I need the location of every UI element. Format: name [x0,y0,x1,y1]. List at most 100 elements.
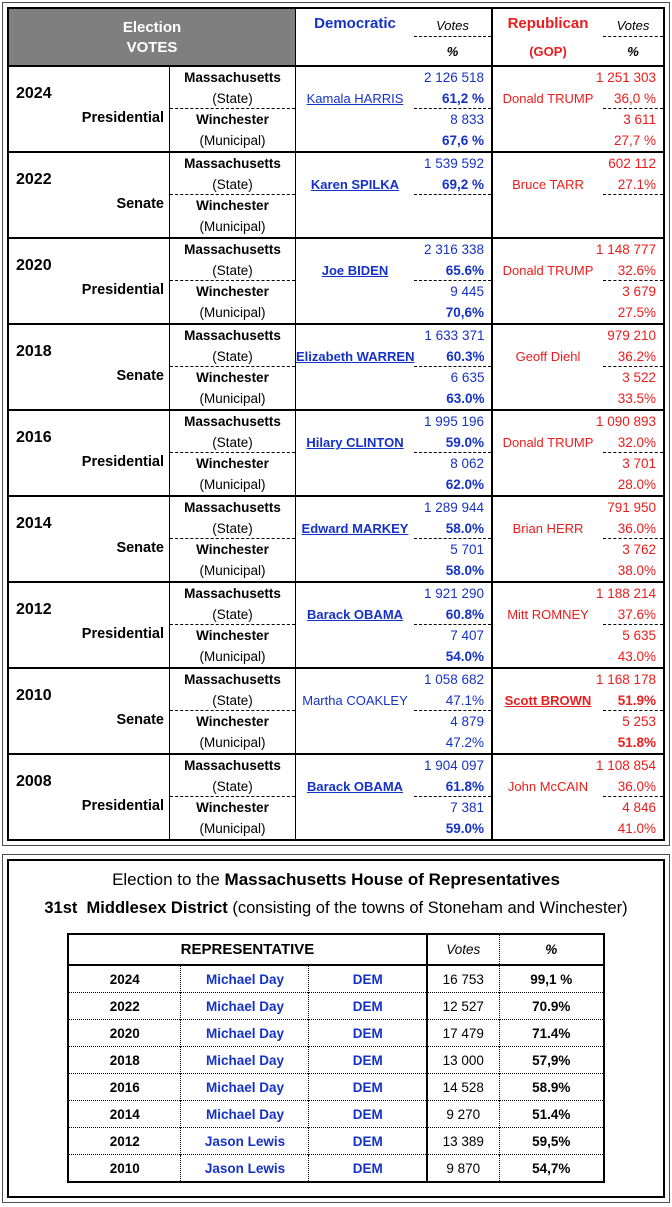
candidate-link[interactable]: Barack OBAMA [306,607,404,622]
house-title-bold: Massachusetts House of Representatives [224,870,560,889]
place-cell: Massachusetts (State) Winchester (Munici… [170,497,296,581]
dem-candidate: Kamala HARRIS [296,88,414,109]
dem-state-pct: 61,2 % [414,88,491,109]
rep-state-votes: 791 950 [607,500,656,515]
election-type-label: Senate [116,196,164,212]
representative-name: Michael Day [180,1100,309,1128]
candidate-name: Donald TRUMP [502,91,594,106]
candidate-link[interactable]: Edward MARKEY [301,521,409,536]
year-block-2010: 2010 Senate Massachusetts (State) Winche… [9,667,663,753]
table-row: 2020 Michael Day DEM 17 479 71.4% [67,1019,605,1047]
gop-label: (GOP) [529,43,567,59]
dem-state-votes: 1 995 196 [423,414,484,429]
democratic-cell: Elizabeth WARREN 1 633 371 60.3% 6 635 6… [296,325,493,409]
representative-header-row: REPRESENTATIVE Votes % [67,934,605,966]
dem-muni-votes: 4 879 [450,714,484,729]
pct-value: 70.9% [498,992,605,1020]
party-label: DEM [308,1019,428,1047]
year-label: 2018 [16,343,52,360]
candidate-link[interactable]: Elizabeth WARREN [296,349,415,364]
year-label: 2010 [16,687,52,704]
table-row: 2014 Michael Day DEM 9 270 51.4% [67,1100,605,1128]
year-label: 2014 [16,515,52,532]
dem-muni-votes: 9 445 [450,284,484,299]
dem-pct-column-header: % [446,43,459,59]
representative-header: REPRESENTATIVE [67,934,428,966]
rep-muni-pct: 28.0% [617,477,656,492]
rep-muni-votes: 4 846 [622,800,656,815]
dem-muni-pct: 67,6 % [441,133,484,148]
pct-value: 59,5% [498,1127,605,1155]
election-type-label: Presidential [81,282,164,298]
rep-candidate: Geoff Diehl [493,346,603,367]
dem-state-pct: 60.3% [414,346,492,367]
votes-value: 14 528 [426,1073,500,1101]
rep-candidate: Brian HERR [493,518,603,539]
dem-muni-pct: 62.0% [445,477,484,492]
democratic-cell: Hilary CLINTON 1 995 196 59.0% 8 062 62.… [296,411,493,495]
rep-pct-column-header: % [627,43,639,59]
rep-state-pct: 36.2% [603,346,663,367]
dem-state-votes: 2 126 518 [423,70,484,85]
representative-name: Michael Day [180,992,309,1020]
election-cell: 2010 Senate [9,669,170,753]
dem-muni-pct: 54.0% [445,649,484,664]
place-cell: Massachusetts (State) Winchester (Munici… [170,239,296,323]
place-cell: Massachusetts (State) Winchester (Munici… [170,411,296,495]
democratic-cell: Karen SPILKA 1 539 592 69,2 % [296,153,493,237]
election-votes-header-cell: Election VOTES [9,9,296,65]
election-cell: 2016 Presidential [9,411,170,495]
district-description: (consisting of the towns of Stoneham and… [227,899,628,917]
dem-state-votes: 1 921 290 [423,586,484,601]
candidate-link[interactable]: Hilary CLINTON [306,435,404,450]
candidate-link[interactable]: Joe BIDEN [321,263,389,278]
table-row: 2010 Jason Lewis DEM 9 870 54,7% [67,1154,605,1182]
republican-cell: Scott BROWN 1 168 178 51.9% 5 253 51.8% [493,669,663,753]
state-sublabel: (State) [170,88,295,109]
pct-value: 99,1 % [498,965,605,993]
table-row: 2016 Michael Day DEM 14 528 58.9% [67,1073,605,1101]
votes-value: 17 479 [426,1019,500,1047]
district-label: 31st Middlesex District [44,899,228,917]
year-block-2022: 2022 Senate Massachusetts (State) Winche… [9,151,663,237]
candidate-link[interactable]: Karen SPILKA [310,177,400,192]
place-cell: Massachusetts (State) Winchester (Munici… [170,153,296,237]
year-block-2008: 2008 Presidential Massachusetts (State) … [9,753,663,839]
row-year: 2022 [67,992,181,1020]
dem-state-pct: 60.8% [414,604,491,625]
republican-cell: Donald TRUMP 1 148 777 32.6% 3 679 27.5% [493,239,663,323]
election-type-label: Presidential [81,626,164,642]
dem-candidate: Karen SPILKA [296,174,414,195]
dem-candidate: Hilary CLINTON [296,432,414,453]
rep-state-pct: 32.6% [603,260,663,281]
election-cell: 2008 Presidential [9,755,170,839]
place-cell: Massachusetts (State) Winchester (Munici… [170,669,296,753]
house-title: Election to the Massachusetts House of R… [9,870,663,890]
candidate-name: Mitt ROMNEY [507,607,589,622]
party-label: DEM [308,1127,428,1155]
candidate-link[interactable]: Barack OBAMA [306,779,404,794]
dem-muni-votes: 5 701 [450,542,484,557]
dem-state-pct: 61.8% [414,776,491,797]
dem-state-votes: 1 633 371 [424,328,485,343]
dem-state-pct: 69,2 % [414,174,491,195]
candidate-link[interactable]: Kamala HARRIS [306,91,404,106]
year-block-2020: 2020 Presidential Massachusetts (State) … [9,237,663,323]
dem-muni-votes: 8 833 [450,112,484,127]
town-sublabel: (Municipal) [199,133,266,148]
dem-muni-votes [414,195,491,216]
votes-value: 13 000 [426,1046,500,1074]
year-block-2012: 2012 Presidential Massachusetts (State) … [9,581,663,667]
rep-muni-votes: 3 611 [623,112,656,127]
dem-muni-votes: 8 062 [450,456,484,471]
rep-candidate: Donald TRUMP [493,88,603,109]
dem-state-pct: 58.0% [414,518,491,539]
year-block-2024: 2024 Presidential Massachusetts (State) … [9,65,663,151]
house-section-frame: Election to the Massachusetts House of R… [2,854,670,1203]
dem-state-votes: 2 316 338 [423,242,484,257]
candidate-link[interactable]: Scott BROWN [504,693,592,708]
rep-muni-pct: 33.5% [617,391,656,406]
rep-muni-pct: 38.0% [617,563,656,578]
election-type-label: Senate [116,712,164,728]
year-label: 2020 [16,257,52,274]
